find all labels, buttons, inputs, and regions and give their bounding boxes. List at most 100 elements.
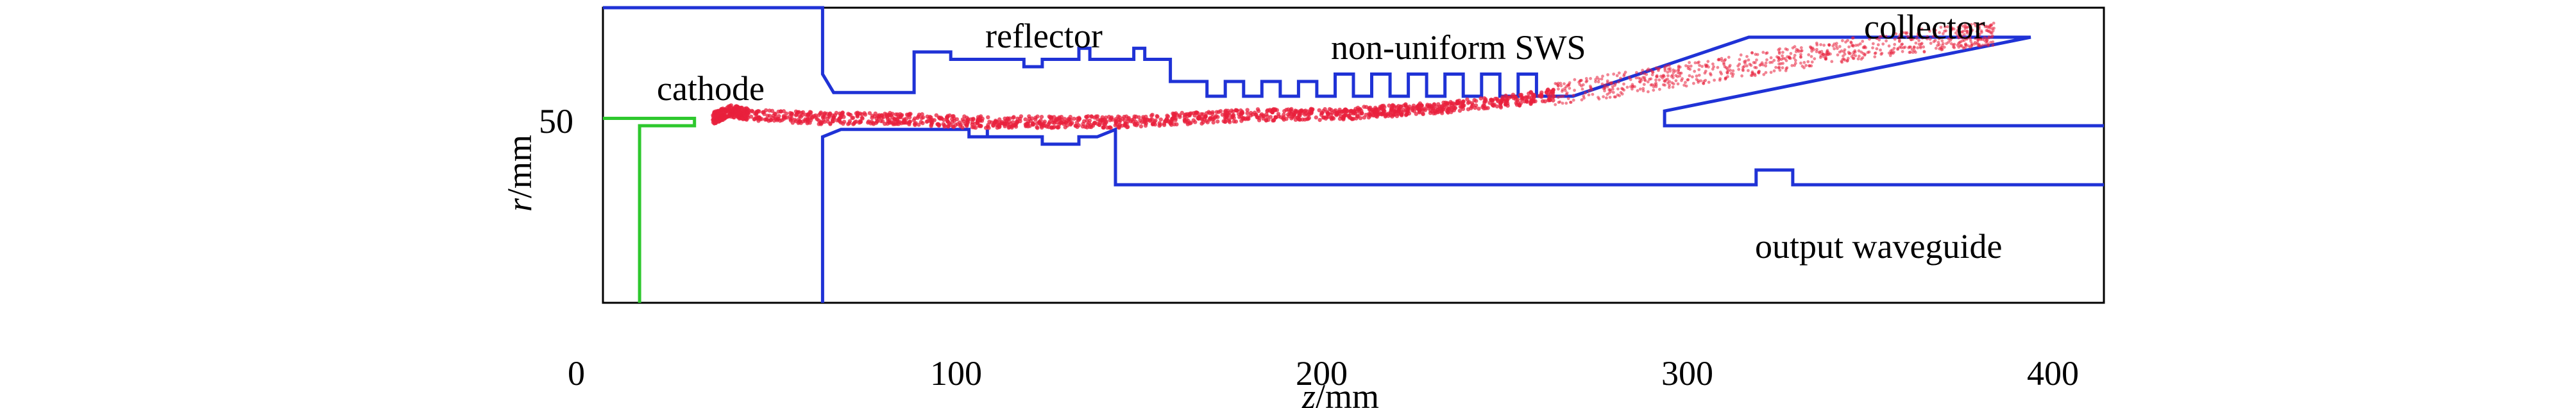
beam-particle [917, 123, 921, 127]
beam-particle [1044, 124, 1049, 129]
beam-particle [1298, 108, 1303, 114]
beam-particle [1764, 71, 1768, 74]
beam-particle [850, 115, 854, 120]
beam-particle [1014, 119, 1019, 124]
beam-particle [1600, 77, 1604, 81]
beam-particle [808, 116, 812, 121]
beam-particle [1561, 89, 1564, 93]
beam-particle [1627, 76, 1631, 80]
beam-particle [1969, 25, 1972, 29]
beam-particle [1841, 39, 1844, 42]
beam-particle [1919, 45, 1922, 48]
beam-particle [1564, 89, 1567, 92]
beam-particle [1706, 60, 1710, 64]
beam-particle [1681, 77, 1684, 81]
beam-particle [1836, 53, 1840, 56]
beam-particle [1124, 125, 1130, 130]
beam-particle [1208, 117, 1212, 122]
beam-particle [1469, 106, 1473, 110]
beam-particle [1702, 81, 1706, 85]
beam-particle [1688, 74, 1691, 78]
beam-particle [749, 114, 754, 119]
beam-particle [1028, 124, 1032, 128]
beam-particle [763, 117, 768, 122]
beam-particle [1068, 115, 1072, 119]
beam-particle [1933, 31, 1937, 35]
beam-particle [1647, 67, 1650, 71]
beam-particle [1819, 43, 1823, 46]
beam-particle [1101, 125, 1105, 130]
beam-particle [822, 112, 826, 117]
beam-particle [1981, 22, 1985, 26]
beam-particle [754, 110, 759, 114]
beam-particle [1642, 83, 1646, 87]
beam-particle [1668, 69, 1672, 73]
beam-particle [1445, 102, 1449, 107]
beam-particle [1650, 73, 1654, 76]
beam-particle [1611, 90, 1615, 94]
beam-particle [902, 117, 906, 122]
beam-particle [1781, 54, 1784, 58]
beam-particle [1705, 64, 1708, 68]
beam-particle [1858, 55, 1861, 58]
beam-particle [827, 113, 832, 118]
beam-particle [1877, 38, 1881, 42]
beam-particle [1027, 116, 1031, 121]
beam-particle [1910, 47, 1914, 51]
beam-particle [1854, 54, 1858, 58]
beam-particle [1663, 83, 1666, 87]
beam-particle [1958, 30, 1962, 34]
beam-particle [1622, 74, 1626, 78]
beam-particle [1736, 64, 1740, 68]
beam-particle [1975, 42, 1979, 46]
beam-particle [1224, 114, 1230, 118]
beam-particle [1861, 40, 1865, 43]
beam-particle [960, 117, 965, 122]
beam-particle [1720, 59, 1724, 62]
beam-particle [1693, 61, 1697, 65]
beam-particle [1246, 115, 1250, 119]
beam-particle [1095, 114, 1100, 119]
beam-particle [1920, 28, 1924, 31]
beam-particle [867, 111, 872, 115]
beam-particle [863, 112, 868, 117]
beam-particle [773, 112, 778, 117]
beam-particle [1818, 56, 1822, 59]
beam-particle [915, 115, 920, 120]
beam-particle [1473, 105, 1477, 110]
beam-particle [1457, 108, 1462, 113]
beam-particle [1725, 71, 1729, 75]
beam-particle [1857, 49, 1861, 53]
beam-particle [1717, 58, 1721, 61]
beam-particle [1813, 57, 1817, 60]
beam-particle [773, 115, 778, 119]
beam-particle [1550, 91, 1555, 96]
beam-particle [1979, 29, 1983, 33]
beam-particle [936, 123, 941, 127]
annotation-sws: non-uniform SWS [1331, 28, 1586, 67]
beam-particle [1852, 51, 1856, 54]
beam-particle [1640, 71, 1643, 75]
beam-particle [1696, 61, 1700, 65]
beam-particle [854, 119, 859, 124]
beam-particle [1894, 32, 1898, 36]
beam-particle [1638, 87, 1642, 91]
beam-particle [1900, 43, 1904, 46]
beam-particle [1693, 69, 1697, 73]
beam-particle [1915, 37, 1919, 40]
beam-particle [1961, 24, 1965, 28]
beam-particle [1611, 85, 1614, 89]
beam-particle [1657, 78, 1661, 81]
beam-particle [1289, 116, 1294, 121]
beam-particle [1911, 51, 1915, 55]
beam-particle [1929, 42, 1933, 45]
beam-particle [1987, 30, 1990, 33]
beam-particle [741, 109, 747, 114]
beam-particle [1754, 53, 1758, 56]
beam-particle [1151, 121, 1155, 126]
beam-particle [1926, 35, 1929, 38]
beam-particle [1614, 95, 1618, 99]
beam-particle [1266, 117, 1271, 123]
beam-particle [1809, 55, 1813, 58]
beam-particle [1371, 112, 1376, 117]
